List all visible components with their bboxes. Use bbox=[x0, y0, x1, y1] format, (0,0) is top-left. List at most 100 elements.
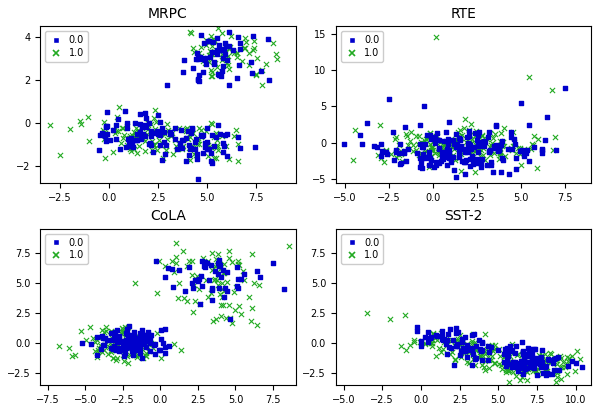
1.0 bbox=[469, 150, 478, 156]
0.0 bbox=[399, 148, 409, 154]
0.0 bbox=[485, 147, 495, 154]
1.0 bbox=[97, 334, 106, 340]
1.0 bbox=[443, 144, 452, 150]
1.0 bbox=[456, 151, 466, 158]
1.0 bbox=[131, 337, 141, 344]
0.0 bbox=[96, 132, 105, 138]
0.0 bbox=[141, 124, 151, 131]
1.0 bbox=[147, 146, 157, 153]
0.0 bbox=[507, 363, 517, 370]
0.0 bbox=[399, 150, 408, 157]
1.0 bbox=[118, 124, 128, 131]
0.0 bbox=[538, 147, 547, 153]
1.0 bbox=[429, 331, 438, 337]
1.0 bbox=[408, 147, 418, 154]
1.0 bbox=[229, 132, 239, 139]
0.0 bbox=[129, 328, 139, 335]
0.0 bbox=[320, 138, 329, 144]
1.0 bbox=[166, 132, 175, 139]
0.0 bbox=[318, 119, 328, 126]
0.0 bbox=[527, 354, 537, 361]
1.0 bbox=[244, 50, 254, 56]
0.0 bbox=[416, 337, 425, 344]
1.0 bbox=[456, 135, 466, 142]
1.0 bbox=[255, 281, 264, 288]
0.0 bbox=[432, 332, 442, 339]
0.0 bbox=[435, 146, 444, 152]
1.0 bbox=[225, 248, 234, 254]
1.0 bbox=[120, 340, 129, 346]
1.0 bbox=[522, 377, 532, 384]
0.0 bbox=[137, 327, 147, 334]
0.0 bbox=[412, 324, 422, 330]
0.0 bbox=[434, 160, 444, 166]
Title: MRPC: MRPC bbox=[148, 7, 188, 21]
1.0 bbox=[90, 339, 100, 346]
1.0 bbox=[453, 140, 462, 147]
1.0 bbox=[558, 359, 568, 366]
0.0 bbox=[209, 39, 218, 45]
1.0 bbox=[140, 345, 150, 352]
1.0 bbox=[479, 363, 489, 370]
1.0 bbox=[450, 356, 460, 363]
1.0 bbox=[138, 336, 147, 343]
1.0 bbox=[233, 141, 243, 147]
0.0 bbox=[520, 365, 530, 372]
0.0 bbox=[518, 349, 527, 355]
0.0 bbox=[184, 264, 194, 271]
0.0 bbox=[210, 267, 220, 274]
0.0 bbox=[460, 159, 470, 165]
1.0 bbox=[440, 153, 450, 159]
1.0 bbox=[206, 66, 216, 73]
1.0 bbox=[124, 360, 133, 366]
0.0 bbox=[207, 284, 216, 291]
0.0 bbox=[133, 341, 142, 347]
0.0 bbox=[460, 146, 469, 153]
1.0 bbox=[455, 332, 465, 338]
0.0 bbox=[147, 332, 156, 339]
1.0 bbox=[117, 124, 127, 131]
0.0 bbox=[502, 353, 512, 359]
1.0 bbox=[208, 250, 217, 257]
1.0 bbox=[541, 370, 551, 377]
1.0 bbox=[207, 49, 216, 55]
0.0 bbox=[199, 263, 209, 269]
1.0 bbox=[112, 340, 122, 347]
1.0 bbox=[428, 145, 437, 152]
1.0 bbox=[551, 356, 560, 363]
0.0 bbox=[115, 145, 124, 152]
0.0 bbox=[218, 47, 227, 54]
1.0 bbox=[463, 341, 472, 348]
0.0 bbox=[437, 336, 447, 343]
1.0 bbox=[108, 355, 117, 362]
0.0 bbox=[144, 119, 154, 126]
0.0 bbox=[135, 329, 144, 336]
1.0 bbox=[217, 57, 227, 63]
Legend: 0.0, 1.0: 0.0, 1.0 bbox=[45, 234, 88, 265]
0.0 bbox=[548, 360, 558, 367]
1.0 bbox=[431, 133, 441, 139]
0.0 bbox=[135, 129, 145, 136]
0.0 bbox=[521, 150, 531, 157]
0.0 bbox=[187, 145, 196, 152]
0.0 bbox=[453, 341, 462, 347]
1.0 bbox=[472, 139, 481, 146]
0.0 bbox=[160, 350, 170, 357]
1.0 bbox=[210, 262, 220, 269]
1.0 bbox=[454, 129, 463, 135]
1.0 bbox=[150, 142, 159, 148]
1.0 bbox=[413, 140, 422, 147]
0.0 bbox=[100, 133, 110, 139]
1.0 bbox=[150, 142, 159, 148]
0.0 bbox=[572, 360, 581, 366]
0.0 bbox=[148, 149, 157, 156]
1.0 bbox=[533, 365, 542, 372]
0.0 bbox=[451, 144, 460, 150]
1.0 bbox=[97, 327, 107, 334]
1.0 bbox=[285, 242, 294, 249]
1.0 bbox=[505, 353, 514, 359]
1.0 bbox=[194, 125, 203, 132]
0.0 bbox=[203, 37, 212, 44]
0.0 bbox=[507, 347, 517, 353]
0.0 bbox=[92, 334, 102, 340]
